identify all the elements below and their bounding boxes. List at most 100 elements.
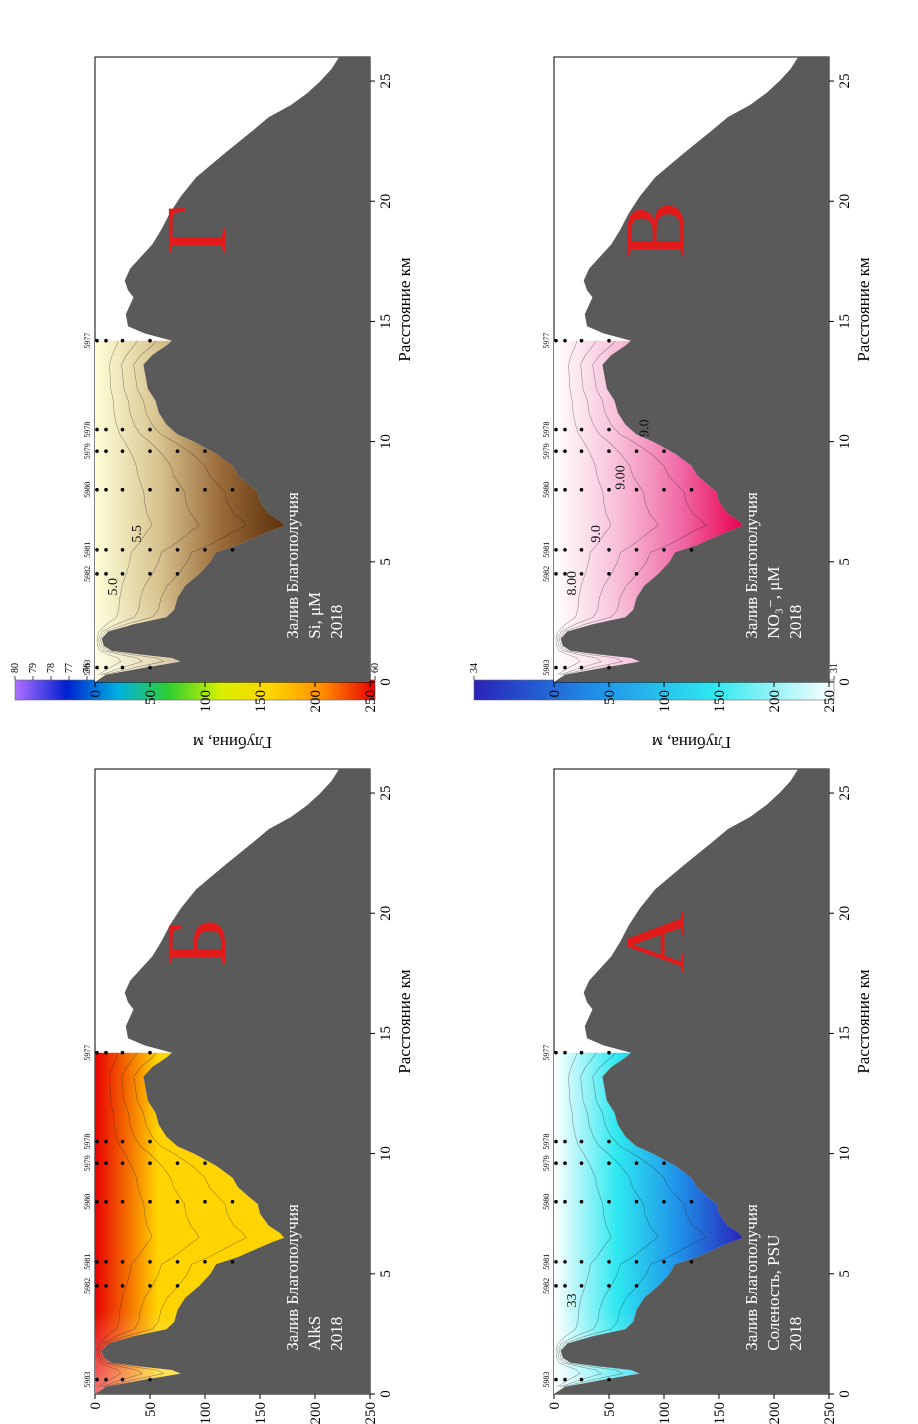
sample-point xyxy=(95,1139,99,1144)
sample-point xyxy=(120,547,125,552)
colorbar-tick-label: 77 xyxy=(64,663,75,673)
x-tick-label: 5 xyxy=(837,558,853,566)
x-tick-label: 0 xyxy=(837,1390,853,1398)
sample-point xyxy=(175,1284,180,1288)
station-label: 5977 xyxy=(83,1045,92,1061)
x-tick-label: 15 xyxy=(837,314,853,329)
contour-line xyxy=(96,340,153,676)
sample-point xyxy=(662,449,666,454)
sample-point xyxy=(662,547,666,552)
sample-point xyxy=(148,547,152,552)
annotation-line: Залив Благополучия xyxy=(742,1204,761,1351)
station-label: 5981 xyxy=(542,542,551,558)
sample-point xyxy=(203,1161,207,1166)
colorbar-tick-label: 79 xyxy=(28,663,39,673)
y-axis-title: Глубина, м xyxy=(652,733,731,752)
sample-point xyxy=(148,572,152,576)
station-label: 5981 xyxy=(542,1254,551,1270)
y-tick-label: 250 xyxy=(822,690,838,713)
station-label: 5977 xyxy=(542,333,551,349)
panel-salinity: 5983 5982 5981 5980 5979 5978 5977 0 5 10 15 20 25 0 5… xyxy=(459,663,918,1424)
station-label: 5978 xyxy=(83,422,92,438)
sample-point xyxy=(634,572,639,576)
sample-point xyxy=(607,1259,611,1264)
y-tick-label: 100 xyxy=(198,690,214,713)
sample-point xyxy=(104,1139,108,1144)
y-tick-label: 50 xyxy=(143,1402,159,1417)
station-label: 5978 xyxy=(542,1134,551,1150)
sample-point xyxy=(607,1139,611,1144)
sample-point xyxy=(607,1199,611,1204)
station-label: 5983 xyxy=(542,1372,551,1388)
sample-point xyxy=(563,1050,567,1055)
y-tick-label: 250 xyxy=(363,1402,379,1424)
sample-point xyxy=(120,1284,125,1288)
station-label: 5982 xyxy=(542,566,551,582)
sample-point xyxy=(148,449,152,454)
sample-point xyxy=(607,449,611,454)
sample-point xyxy=(563,1199,567,1204)
station-label: 5983 xyxy=(83,660,92,676)
y-axis-title: Глубина, м xyxy=(193,733,272,752)
sample-point xyxy=(607,1050,611,1055)
y-tick-label: 200 xyxy=(767,1402,783,1424)
sample-point xyxy=(95,449,99,454)
y-tick-label: 0 xyxy=(88,690,104,698)
sample-point xyxy=(579,1377,584,1382)
sample-point xyxy=(95,338,99,343)
sample-point xyxy=(689,487,694,492)
contour-line xyxy=(99,340,247,676)
sample-point xyxy=(120,338,125,343)
y-tick-label: 150 xyxy=(253,690,269,713)
sample-point xyxy=(120,449,125,454)
sample-point xyxy=(148,1139,152,1144)
seafloor xyxy=(554,769,829,1394)
sample-point xyxy=(634,1199,639,1204)
sample-point xyxy=(554,1377,558,1382)
sample-point xyxy=(554,1139,558,1144)
sample-point xyxy=(554,487,558,492)
sample-point xyxy=(95,1284,99,1288)
x-tick-label: 10 xyxy=(378,1146,394,1161)
sample-point xyxy=(579,1284,584,1288)
contour-line xyxy=(558,340,706,676)
colorbar-tick-label: 78 xyxy=(46,663,57,673)
panel-nitrate: 5983 5982 5981 5980 5979 5978 5977 0 5 10 15 20 25 0 5… xyxy=(459,0,918,752)
sample-point xyxy=(579,1050,584,1055)
annotation-line: Залив Благополучия xyxy=(283,1204,302,1351)
sample-point xyxy=(689,1259,694,1264)
station-label: 5980 xyxy=(83,482,92,498)
sample-point xyxy=(95,487,99,492)
annotation-line: NO₃⁻, μM xyxy=(764,567,783,639)
sample-point xyxy=(120,572,125,576)
sample-point xyxy=(634,487,639,492)
annotation-line: Залив Благополучия xyxy=(283,492,302,639)
sample-point xyxy=(563,1259,567,1264)
colorbar-tick-label: 80 xyxy=(10,663,21,673)
annotation-line: 2018 xyxy=(786,605,805,639)
station-label: 5980 xyxy=(542,1194,551,1210)
sample-point xyxy=(563,449,567,454)
x-tick-label: 20 xyxy=(837,194,853,209)
sample-point xyxy=(563,1377,567,1382)
y-tick-label: 50 xyxy=(143,690,159,705)
sample-point xyxy=(554,1199,558,1204)
panel-alkalinity: 5983 5982 5981 5980 5979 5978 5977 0 5 10 15 20 25 0 5… xyxy=(0,663,459,1424)
sample-point xyxy=(579,665,584,670)
sample-point xyxy=(689,547,694,552)
x-tick-label: 15 xyxy=(837,1026,853,1041)
sample-point xyxy=(104,1284,108,1288)
contour-label: 5.0 xyxy=(106,578,121,596)
sample-point xyxy=(634,1161,639,1166)
sample-point xyxy=(579,572,584,576)
station-label: 5981 xyxy=(83,1254,92,1270)
annotation-line: 2018 xyxy=(327,605,346,639)
sample-point xyxy=(148,1284,152,1288)
sample-point xyxy=(203,487,207,492)
y-tick-label: 150 xyxy=(253,1402,269,1424)
contour-line xyxy=(555,1052,612,1388)
sample-point xyxy=(104,338,108,343)
station-label: 5977 xyxy=(542,1045,551,1061)
sample-point xyxy=(148,1199,152,1204)
